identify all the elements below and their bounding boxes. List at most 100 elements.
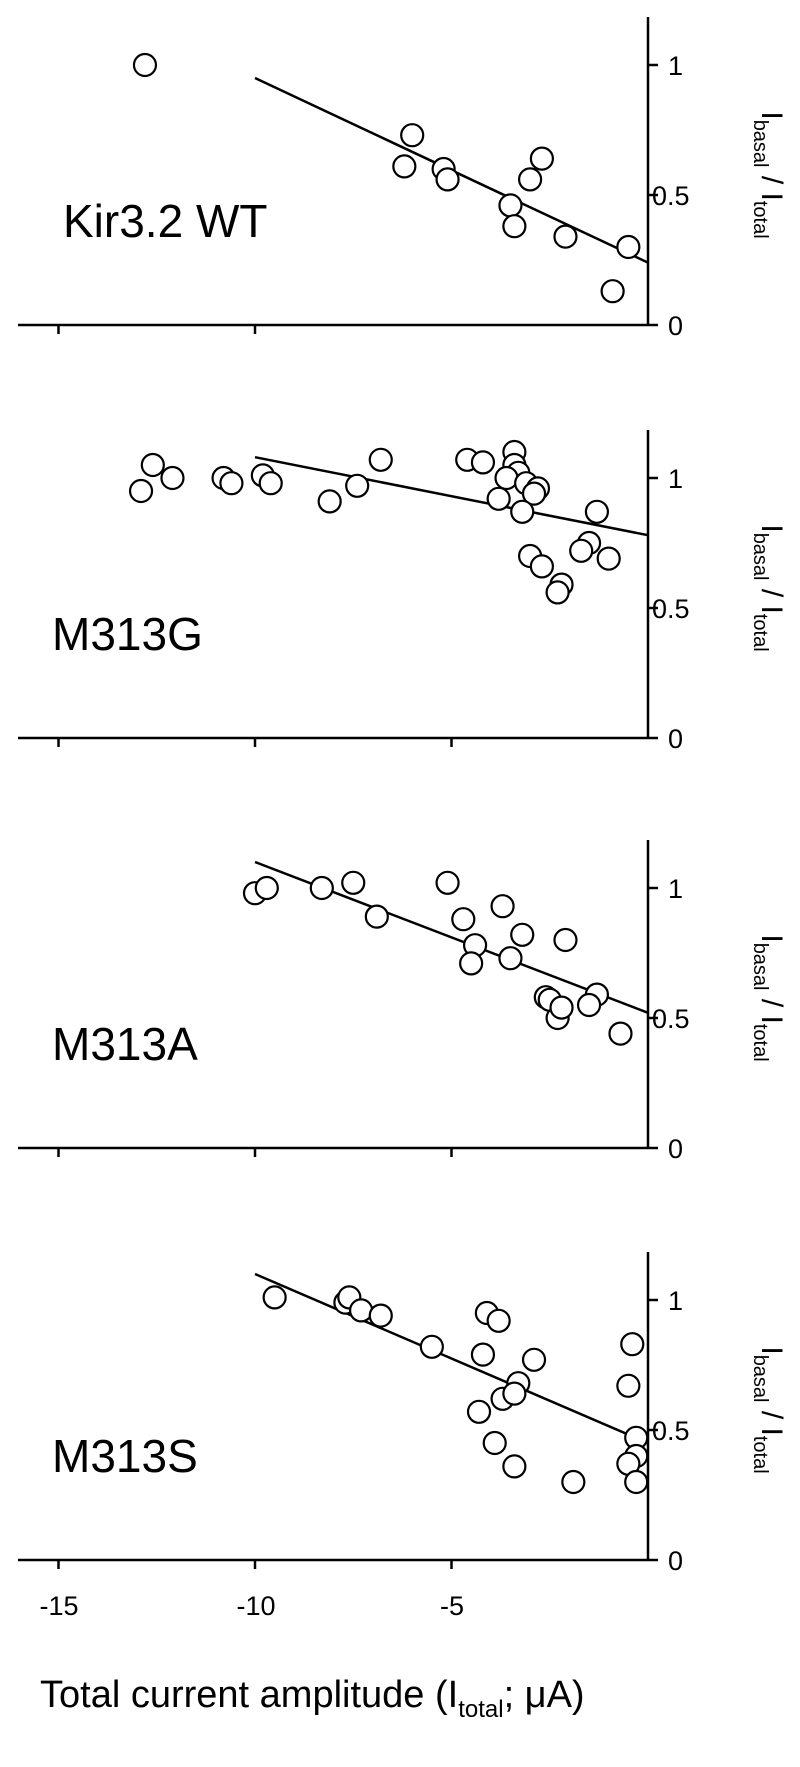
data-point <box>435 870 460 895</box>
data-point <box>341 870 366 895</box>
x-tick-label: -10 <box>236 1591 275 1621</box>
data-point <box>140 452 165 478</box>
panels-group: 0 0.5 1 Kir3.2 WT Ibasal / Itotal 0 0.5 1 M313G I… <box>18 17 788 1576</box>
data-point <box>549 995 574 1020</box>
x-axis-title-subscript: total <box>458 1696 503 1723</box>
panel-label: M313A <box>52 1018 198 1070</box>
data-point <box>459 951 484 976</box>
fit-line <box>254 455 649 537</box>
data-point <box>258 471 283 496</box>
fit-line <box>254 1272 649 1445</box>
data-point <box>419 1334 444 1359</box>
y-axis-title: Ibasal / Itotal <box>749 1346 788 1473</box>
y-axis-title-part: I <box>755 1428 788 1436</box>
data-point <box>521 1347 547 1372</box>
x-axis-title-suffix: ; μA) <box>504 1674 585 1716</box>
panel: 0 0.5 1 M313A Ibasal / Itotal <box>18 840 788 1164</box>
y-axis-title-part: I <box>755 606 788 614</box>
y-axis-title-part: I <box>755 934 788 942</box>
x-axis-labels: -15 -10 -5 Total current amplitude (Itot… <box>39 1591 584 1723</box>
y-tick-label: 0 <box>668 724 683 754</box>
data-point <box>470 450 496 475</box>
y-axis-title-separator: / <box>755 1402 788 1427</box>
y-tick-label: 0.5 <box>652 181 690 211</box>
data-point <box>490 894 515 919</box>
data-point <box>128 478 154 504</box>
data-point <box>545 580 570 605</box>
data-point <box>616 1373 641 1398</box>
y-axis-title-part: I <box>755 193 788 201</box>
data-point <box>517 167 543 192</box>
data-point <box>451 907 476 932</box>
panel-label: Kir3.2 WT <box>63 195 267 247</box>
data-point <box>529 146 554 171</box>
data-point <box>486 486 511 511</box>
y-axis-title-subscript: total <box>749 1436 771 1474</box>
y-axis-title-subscript: total <box>749 201 771 239</box>
y-axis-title-subscript: basal <box>749 533 771 581</box>
x-axis-title-prefix: Total current amplitude (I <box>40 1674 458 1716</box>
y-tick-label: 0.5 <box>652 1416 690 1446</box>
data-point <box>529 554 554 579</box>
y-axis-title-part: I <box>755 1016 788 1024</box>
data-point <box>569 538 594 563</box>
data-point <box>219 471 244 496</box>
data-point <box>576 992 602 1018</box>
y-tick-label: 1 <box>668 874 683 904</box>
y-axis-title-subscript: basal <box>749 1355 771 1403</box>
y-tick-label: 0 <box>668 1134 683 1164</box>
data-point <box>494 465 519 491</box>
data-point <box>616 234 641 260</box>
x-tick-label: -15 <box>39 1591 78 1621</box>
panel: 0 0.5 1 M313G Ibasal / Itotal <box>18 430 788 754</box>
data-point <box>510 922 535 947</box>
data-point <box>368 1303 393 1328</box>
y-tick-label: 1 <box>668 51 683 81</box>
data-point <box>160 465 185 491</box>
data-point <box>498 946 523 971</box>
data-point <box>400 123 425 148</box>
y-tick-label: 0.5 <box>652 594 690 624</box>
y-axis-title: Ibasal / Itotal <box>749 934 788 1061</box>
data-point <box>561 1469 586 1495</box>
data-point <box>466 1399 492 1424</box>
data-point <box>553 224 578 249</box>
data-point <box>345 473 370 498</box>
y-tick-label: 0 <box>668 311 683 341</box>
y-axis-title: Ibasal / Itotal <box>749 524 788 651</box>
data-point <box>502 1381 527 1406</box>
y-axis-title-subscript: basal <box>749 943 771 991</box>
y-axis-title-separator: / <box>755 990 788 1015</box>
y-tick-label: 1 <box>668 464 683 494</box>
data-point <box>584 499 610 524</box>
data-point <box>553 927 578 953</box>
y-axis-title-part: I <box>755 524 788 532</box>
data-point <box>392 154 417 179</box>
data-point <box>620 1332 645 1357</box>
data-point <box>502 1454 527 1479</box>
y-axis-title-separator: / <box>755 167 788 192</box>
y-tick-label: 0.5 <box>652 1004 690 1034</box>
data-point <box>368 447 393 472</box>
data-point <box>608 1021 633 1046</box>
x-tick-label: -5 <box>440 1591 464 1621</box>
data-point <box>309 875 334 901</box>
y-tick-label: 1 <box>668 1286 683 1316</box>
panel-label: M313G <box>52 608 203 660</box>
data-point <box>482 1430 507 1456</box>
data-point <box>132 52 158 78</box>
y-axis-title-separator: / <box>755 580 788 605</box>
data-point <box>510 499 535 524</box>
y-axis-title-subscript: total <box>749 614 771 652</box>
data-point <box>521 481 547 506</box>
data-point <box>600 279 625 304</box>
data-point <box>349 1298 374 1323</box>
y-axis-title-subscript: basal <box>749 120 771 168</box>
data-point <box>486 1308 511 1333</box>
data-point <box>317 489 342 514</box>
y-axis-title: Ibasal / Itotal <box>749 111 788 238</box>
data-point <box>624 1469 649 1495</box>
y-axis-title-part: I <box>755 1346 788 1354</box>
panel: 0 0.5 1 Kir3.2 WT Ibasal / Itotal <box>18 17 788 341</box>
